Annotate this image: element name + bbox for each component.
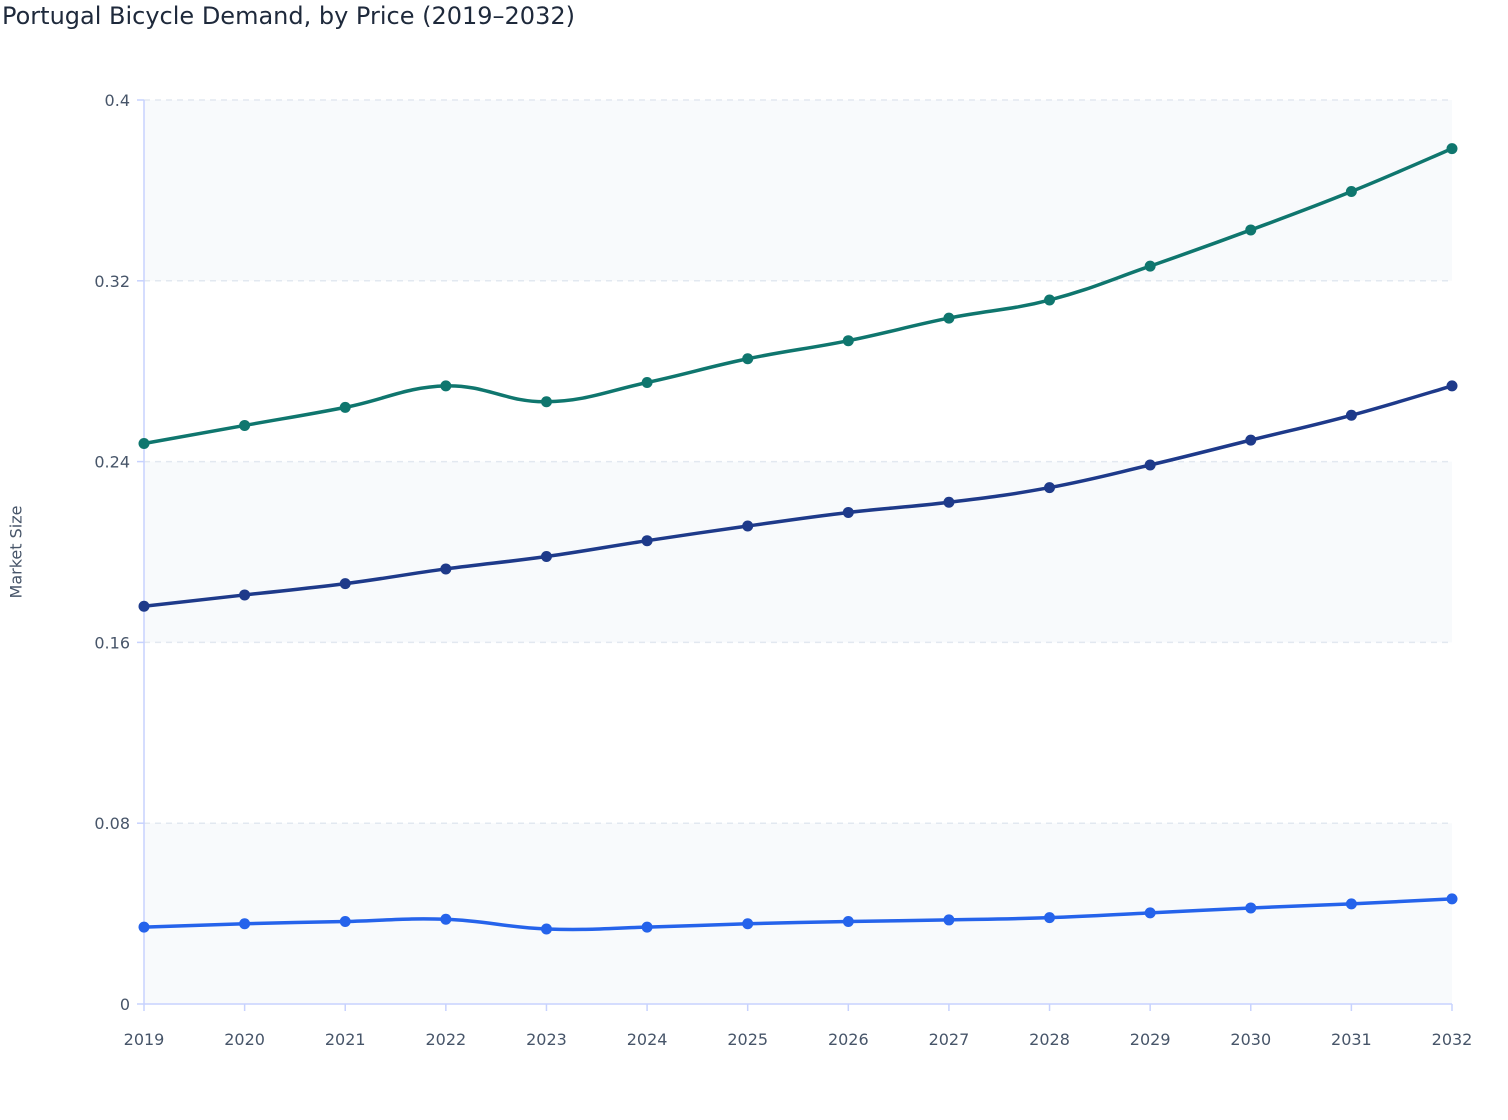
data-point (239, 918, 251, 930)
x-tick-label: 2025 (727, 1030, 768, 1049)
data-point (742, 353, 754, 365)
chart-title: Portugal Bicycle Demand, by Price (2019–… (2, 2, 575, 30)
data-point (440, 913, 452, 925)
x-tick-label: 2022 (425, 1030, 466, 1049)
data-point (1044, 912, 1056, 924)
data-point (1345, 898, 1357, 910)
data-point (1245, 434, 1257, 446)
data-point (339, 916, 351, 928)
grid-band (144, 823, 1452, 1004)
data-point (943, 312, 955, 324)
data-point (842, 506, 854, 518)
x-tick-label: 2031 (1331, 1030, 1372, 1049)
data-point (1144, 907, 1156, 919)
x-tick-label: 2028 (1029, 1030, 1070, 1049)
data-point (641, 921, 653, 933)
x-tick-label: 2029 (1130, 1030, 1171, 1049)
data-point (641, 535, 653, 547)
data-point (1446, 143, 1458, 155)
data-point (742, 520, 754, 532)
x-tick-label: 2027 (929, 1030, 970, 1049)
data-point (1446, 380, 1458, 392)
data-point (138, 438, 150, 450)
data-point (1345, 409, 1357, 421)
data-point (842, 916, 854, 928)
data-point (1446, 893, 1458, 905)
x-tick-label: 2021 (325, 1030, 366, 1049)
data-point (540, 396, 552, 408)
x-tick-label: 2024 (627, 1030, 668, 1049)
data-point (641, 377, 653, 388)
data-point (440, 380, 452, 392)
data-point (339, 578, 351, 590)
data-point (1044, 294, 1056, 306)
data-point (540, 551, 552, 563)
x-tick-label: 2019 (124, 1030, 165, 1049)
y-tick-label: 0.32 (94, 272, 130, 291)
data-point (339, 401, 351, 413)
data-point (742, 918, 754, 930)
data-point (842, 335, 854, 347)
y-tick-label: 0.24 (94, 453, 130, 472)
x-tick-label: 2030 (1230, 1030, 1271, 1049)
data-point (138, 921, 150, 933)
data-point (1245, 902, 1257, 914)
x-tick-label: 2020 (224, 1030, 265, 1049)
y-tick-label: 0.08 (94, 814, 130, 833)
data-point (540, 923, 552, 935)
x-tick-label: 2023 (526, 1030, 567, 1049)
series-line-0 (143, 146, 1453, 446)
series-line-1 (143, 384, 1453, 608)
data-point (239, 589, 251, 601)
data-point (1345, 186, 1357, 198)
x-tick-label: 2026 (828, 1030, 869, 1049)
data-point (239, 419, 251, 431)
data-point (943, 914, 955, 926)
y-tick-label: 0.4 (105, 91, 130, 110)
data-point (943, 496, 955, 508)
series-line-2 (143, 897, 1453, 932)
grid-band (144, 461, 1452, 643)
data-point (1144, 260, 1156, 272)
y-tick-label: 0 (120, 995, 130, 1014)
data-point (1044, 482, 1056, 494)
y-tick-label: 0.16 (94, 633, 130, 652)
x-tick-label: 2032 (1432, 1030, 1473, 1049)
data-point (440, 563, 452, 575)
data-point (1245, 224, 1257, 236)
data-point (1144, 459, 1156, 471)
data-point (138, 600, 150, 612)
grid-band (144, 100, 1452, 281)
